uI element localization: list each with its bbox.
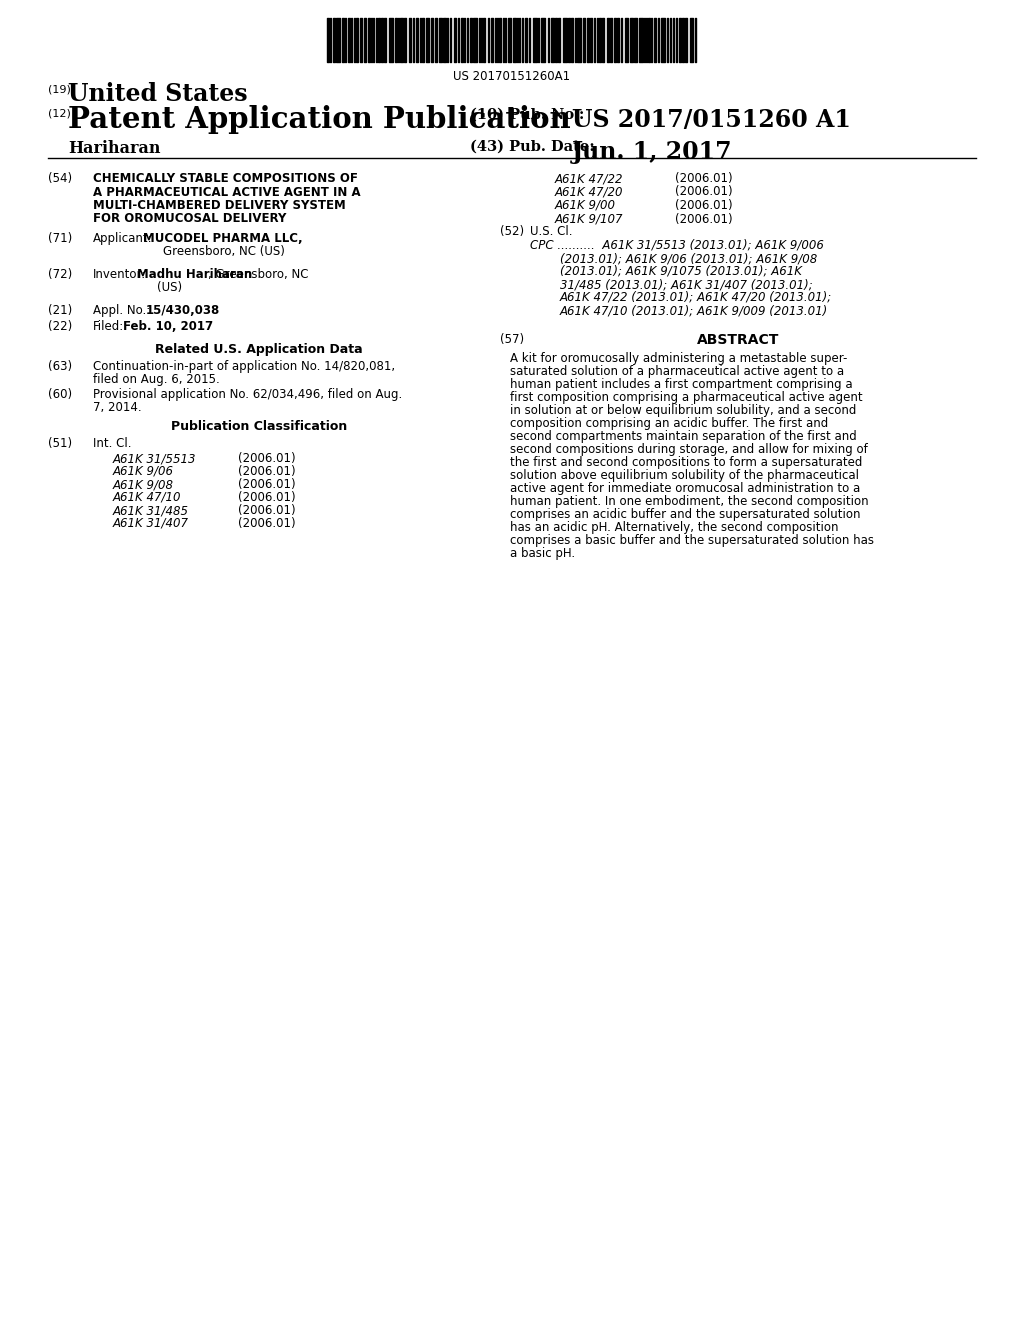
Text: (2013.01); A61K 9/1075 (2013.01); A61K: (2013.01); A61K 9/1075 (2013.01); A61K [560, 265, 802, 279]
Text: United States: United States [68, 82, 248, 106]
Text: (60): (60) [48, 388, 72, 401]
Text: Feb. 10, 2017: Feb. 10, 2017 [123, 319, 213, 333]
Text: A61K 47/22: A61K 47/22 [555, 172, 624, 185]
Text: human patient includes a first compartment comprising a: human patient includes a first compartme… [510, 378, 853, 391]
Text: CHEMICALLY STABLE COMPOSITIONS OF: CHEMICALLY STABLE COMPOSITIONS OF [93, 172, 357, 185]
Text: 31/485 (2013.01); A61K 31/407 (2013.01);: 31/485 (2013.01); A61K 31/407 (2013.01); [560, 279, 813, 290]
Text: Madhu Hariharan: Madhu Hariharan [137, 268, 252, 281]
Text: A61K 47/10 (2013.01); A61K 9/009 (2013.01): A61K 47/10 (2013.01); A61K 9/009 (2013.0… [560, 304, 828, 317]
Text: CPC ..........  A61K 31/5513 (2013.01); A61K 9/006: CPC .......... A61K 31/5513 (2013.01); A… [530, 239, 824, 252]
Text: (57): (57) [500, 333, 524, 346]
Text: Jun. 1, 2017: Jun. 1, 2017 [572, 140, 732, 164]
Text: Related U.S. Application Data: Related U.S. Application Data [156, 343, 362, 356]
Text: (US): (US) [157, 281, 182, 294]
Text: (43) Pub. Date:: (43) Pub. Date: [470, 140, 595, 154]
Text: has an acidic pH. Alternatively, the second composition: has an acidic pH. Alternatively, the sec… [510, 521, 839, 535]
Text: A61K 9/08: A61K 9/08 [113, 478, 174, 491]
Text: first composition comprising a pharmaceutical active agent: first composition comprising a pharmaceu… [510, 391, 862, 404]
Text: (2013.01); A61K 9/06 (2013.01); A61K 9/08: (2013.01); A61K 9/06 (2013.01); A61K 9/0… [560, 252, 817, 265]
Text: A61K 31/5513: A61K 31/5513 [113, 451, 197, 465]
Text: (51): (51) [48, 437, 72, 450]
Text: a basic pH.: a basic pH. [510, 546, 575, 560]
Text: (21): (21) [48, 304, 73, 317]
Text: (2006.01): (2006.01) [238, 504, 296, 517]
Text: solution above equilibrium solubility of the pharmaceutical: solution above equilibrium solubility of… [510, 469, 859, 482]
Text: A kit for oromucosally administering a metastable super-: A kit for oromucosally administering a m… [510, 352, 848, 366]
Text: A61K 9/107: A61K 9/107 [555, 213, 624, 226]
Text: U.S. Cl.: U.S. Cl. [530, 224, 572, 238]
Text: (52): (52) [500, 224, 524, 238]
Text: , Greensboro, NC: , Greensboro, NC [208, 268, 308, 281]
Text: (2006.01): (2006.01) [675, 186, 732, 198]
Text: (22): (22) [48, 319, 73, 333]
Text: (2006.01): (2006.01) [238, 478, 296, 491]
Text: A61K 47/10: A61K 47/10 [113, 491, 181, 504]
Text: Hariharan: Hariharan [68, 140, 161, 157]
Text: (72): (72) [48, 268, 73, 281]
Text: 15/430,038: 15/430,038 [146, 304, 220, 317]
Text: MUCODEL PHARMA LLC,: MUCODEL PHARMA LLC, [143, 232, 303, 246]
Text: A61K 9/00: A61K 9/00 [555, 199, 616, 213]
Text: (2006.01): (2006.01) [238, 491, 296, 504]
Text: (10) Pub. No.:: (10) Pub. No.: [470, 108, 585, 121]
Text: A61K 47/20: A61K 47/20 [555, 186, 624, 198]
Text: Filed:: Filed: [93, 319, 124, 333]
Text: MULTI-CHAMBERED DELIVERY SYSTEM: MULTI-CHAMBERED DELIVERY SYSTEM [93, 199, 346, 213]
Text: in solution at or below equilibrium solubility, and a second: in solution at or below equilibrium solu… [510, 404, 856, 417]
Text: (2006.01): (2006.01) [238, 517, 296, 531]
Text: Provisional application No. 62/034,496, filed on Aug.: Provisional application No. 62/034,496, … [93, 388, 402, 401]
Text: Appl. No.:: Appl. No.: [93, 304, 151, 317]
Text: 7, 2014.: 7, 2014. [93, 401, 141, 414]
Text: (54): (54) [48, 172, 72, 185]
Text: human patient. In one embodiment, the second composition: human patient. In one embodiment, the se… [510, 495, 868, 508]
Text: (2006.01): (2006.01) [675, 172, 732, 185]
Text: A61K 31/485: A61K 31/485 [113, 504, 189, 517]
Text: saturated solution of a pharmaceutical active agent to a: saturated solution of a pharmaceutical a… [510, 366, 844, 378]
Text: (19): (19) [48, 84, 71, 95]
Text: (12): (12) [48, 108, 71, 117]
Text: Applicant:: Applicant: [93, 232, 153, 246]
Text: US 2017/0151260 A1: US 2017/0151260 A1 [572, 108, 851, 132]
Text: A61K 47/22 (2013.01); A61K 47/20 (2013.01);: A61K 47/22 (2013.01); A61K 47/20 (2013.0… [560, 290, 833, 304]
Text: US 20170151260A1: US 20170151260A1 [454, 70, 570, 83]
Text: A PHARMACEUTICAL ACTIVE AGENT IN A: A PHARMACEUTICAL ACTIVE AGENT IN A [93, 186, 360, 198]
Text: the first and second compositions to form a supersaturated: the first and second compositions to for… [510, 455, 862, 469]
Text: filed on Aug. 6, 2015.: filed on Aug. 6, 2015. [93, 374, 220, 385]
Text: Patent Application Publication: Patent Application Publication [68, 106, 570, 135]
Text: Inventor:: Inventor: [93, 268, 146, 281]
Text: second compositions during storage, and allow for mixing of: second compositions during storage, and … [510, 444, 867, 455]
Text: (2006.01): (2006.01) [238, 465, 296, 478]
Text: Publication Classification: Publication Classification [171, 420, 347, 433]
Text: (71): (71) [48, 232, 73, 246]
Text: Continuation-in-part of application No. 14/820,081,: Continuation-in-part of application No. … [93, 360, 395, 374]
Text: (2006.01): (2006.01) [675, 213, 732, 226]
Text: (63): (63) [48, 360, 72, 374]
Text: A61K 31/407: A61K 31/407 [113, 517, 189, 531]
Text: composition comprising an acidic buffer. The first and: composition comprising an acidic buffer.… [510, 417, 828, 430]
Text: (2006.01): (2006.01) [238, 451, 296, 465]
Text: Greensboro, NC (US): Greensboro, NC (US) [163, 246, 285, 257]
Text: active agent for immediate oromucosal administration to a: active agent for immediate oromucosal ad… [510, 482, 860, 495]
Text: ABSTRACT: ABSTRACT [696, 333, 779, 347]
Text: comprises a basic buffer and the supersaturated solution has: comprises a basic buffer and the supersa… [510, 535, 874, 546]
Text: Int. Cl.: Int. Cl. [93, 437, 131, 450]
Text: comprises an acidic buffer and the supersaturated solution: comprises an acidic buffer and the super… [510, 508, 860, 521]
Text: A61K 9/06: A61K 9/06 [113, 465, 174, 478]
Text: FOR OROMUCOSAL DELIVERY: FOR OROMUCOSAL DELIVERY [93, 213, 287, 226]
Text: second compartments maintain separation of the first and: second compartments maintain separation … [510, 430, 857, 444]
Text: (2006.01): (2006.01) [675, 199, 732, 213]
